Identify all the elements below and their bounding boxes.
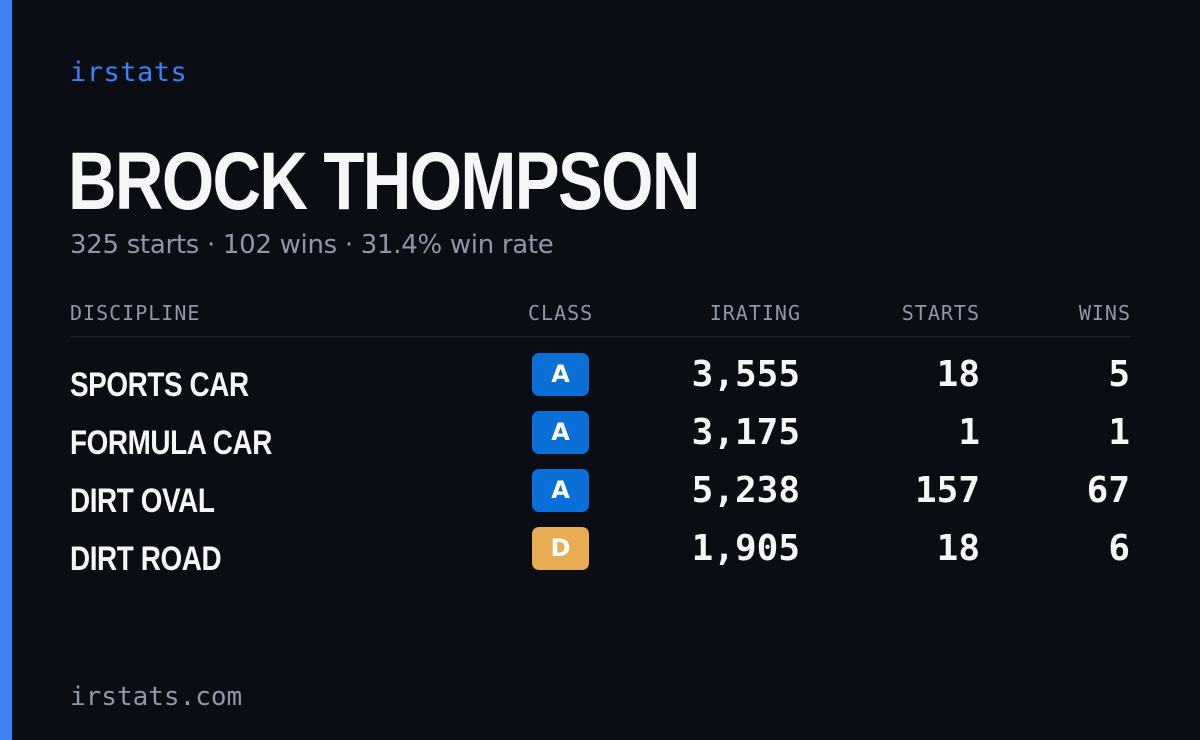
irating-value: 3,175 — [691, 412, 800, 453]
table-body: SPORTS CAR A 3,555 18 5 FORMULA CAR A 3,… — [70, 337, 1131, 583]
class-badge: A — [532, 411, 589, 454]
irating-value: 5,238 — [691, 470, 800, 511]
table-row: DIRT ROAD D 1,905 18 6 — [70, 525, 1131, 583]
driver-name: BROCK THOMPSON — [68, 136, 700, 227]
class-badge: A — [532, 469, 589, 512]
irating-value: 1,905 — [691, 528, 800, 569]
ratings-table: DISCIPLINE CLASS IRATING STARTS WINS SPO… — [70, 298, 1131, 583]
header-discipline: DISCIPLINE — [70, 301, 201, 325]
table-header: DISCIPLINE CLASS IRATING STARTS WINS — [70, 298, 1131, 337]
discipline-name: SPORTS CAR — [70, 366, 249, 404]
site-url: irstats.com — [70, 682, 243, 712]
class-badge: A — [532, 353, 589, 396]
discipline-name: DIRT OVAL — [70, 482, 215, 520]
brand-logo-text: irstats — [70, 57, 188, 88]
starts-value: 157 — [914, 470, 980, 511]
discipline-name: DIRT ROAD — [70, 540, 222, 578]
wins-value: 67 — [1086, 470, 1130, 511]
discipline-name: FORMULA CAR — [70, 424, 272, 462]
starts-value: 1 — [958, 412, 980, 453]
starts-value: 18 — [936, 528, 980, 569]
class-badge: D — [532, 527, 589, 570]
starts-value: 18 — [936, 354, 980, 395]
header-wins: WINS — [1078, 301, 1131, 325]
accent-bar — [0, 0, 12, 740]
wins-value: 5 — [1108, 354, 1130, 395]
wins-value: 1 — [1108, 412, 1130, 453]
wins-value: 6 — [1108, 528, 1130, 569]
table-row: DIRT OVAL A 5,238 157 67 — [70, 467, 1131, 525]
irating-value: 3,555 — [691, 354, 800, 395]
table-row: SPORTS CAR A 3,555 18 5 — [70, 351, 1131, 409]
header-starts: STARTS — [901, 301, 980, 325]
header-irating: IRATING — [709, 301, 801, 325]
table-row: FORMULA CAR A 3,175 1 1 — [70, 409, 1131, 467]
header-class: CLASS — [528, 301, 594, 325]
driver-summary: 325 starts · 102 wins · 31.4% win rate — [70, 230, 554, 260]
